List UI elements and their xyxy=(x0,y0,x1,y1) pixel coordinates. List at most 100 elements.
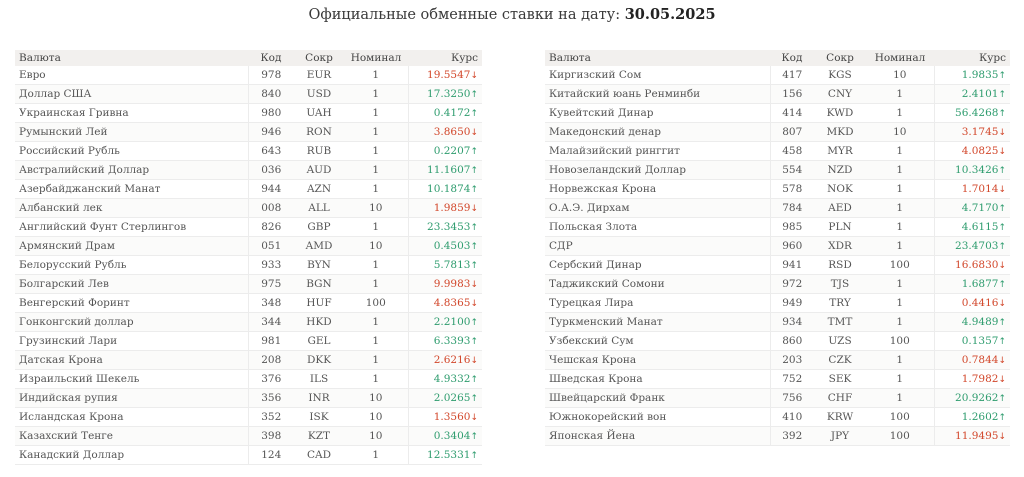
currency-name-cell: Македонский денар xyxy=(545,122,770,142)
currency-code-cell: 840 xyxy=(247,84,294,104)
currency-abbr-cell-text: ALL xyxy=(308,202,330,214)
currency-code-cell-text: 578 xyxy=(782,183,803,195)
currency-abbr-cell-text: EUR xyxy=(306,69,332,81)
currency-code-cell: 414 xyxy=(769,103,814,123)
currency-rate-cell: 1.7014↓ xyxy=(933,179,1010,199)
currency-code-cell-text: 840 xyxy=(261,88,282,100)
table-row: Азербайджанский Манат 944 AZN 1 10.1874↑ xyxy=(15,179,482,199)
currency-rate-cell: 4.8365↓ xyxy=(407,293,482,313)
currency-rate-cell-text: 0.7844 xyxy=(961,354,999,366)
table-row: Норвежская Крона 578 NOK 1 1.7014↓ xyxy=(545,179,1010,199)
column-header-name[interactable]: Валюта xyxy=(15,50,248,66)
currency-abbr-cell-text: GEL xyxy=(307,335,331,347)
arrow-down-icon: ↓ xyxy=(470,299,478,309)
currency-nominal-cell: 1 xyxy=(344,66,408,85)
currency-code-cell: 208 xyxy=(247,350,294,370)
currency-code-cell-text: 980 xyxy=(261,107,282,119)
currency-nominal-cell: 1 xyxy=(866,312,934,332)
rates-table-right-body: Киргизский Сом 417 KGS 10 1.9835↑ Китайский ю… xyxy=(545,66,1010,446)
column-header-abbr[interactable]: Сокр xyxy=(814,50,866,66)
currency-abbr-cell: INR xyxy=(294,388,344,408)
currency-abbr-cell-text: NOK xyxy=(827,183,853,195)
arrow-up-icon: ↑ xyxy=(470,394,478,404)
table-row: Казахский Тенге 398 KZT 10 0.3404↑ xyxy=(15,426,482,446)
currency-rate-cell: 2.2100↑ xyxy=(407,312,482,332)
currency-abbr-cell-text: KGS xyxy=(828,69,852,81)
table-row: Узбекский Сум 860 UZS 100 0.1357↑ xyxy=(545,331,1010,351)
column-header-rate[interactable]: Курс xyxy=(408,50,482,66)
table-row: Австралийский Доллар 036 AUD 1 11.1607↑ xyxy=(15,160,482,180)
currency-nominal-cell-text: 10 xyxy=(369,240,383,252)
column-header-abbr[interactable]: Сокр xyxy=(294,50,344,66)
currency-name-cell-text: О.А.Э. Дирхам xyxy=(549,202,630,214)
currency-code-cell-text: 356 xyxy=(261,392,282,404)
currency-nominal-cell-text: 10 xyxy=(893,126,907,138)
table-row: Турецкая Лира 949 TRY 1 0.4416↓ xyxy=(545,293,1010,313)
currency-code-cell: 554 xyxy=(769,160,814,180)
column-header-code[interactable]: Код xyxy=(248,50,294,66)
currency-nominal-cell: 1 xyxy=(344,103,408,123)
currency-code-cell: 156 xyxy=(769,84,814,104)
currency-name-cell: Китайский юань Ренминби xyxy=(545,84,770,104)
currency-nominal-cell: 1 xyxy=(866,274,934,294)
currency-name-cell: Евро xyxy=(15,66,248,85)
currency-rate-cell: 1.2602↑ xyxy=(933,407,1010,427)
arrow-down-icon: ↓ xyxy=(470,413,478,423)
table-header-row: Валюта Код Сокр Номинал Курс xyxy=(15,50,482,66)
table-row: Армянский Драм 051 AMD 10 0.4503↑ xyxy=(15,236,482,256)
currency-name-cell: Канадский Доллар xyxy=(15,445,248,465)
currency-code-cell-text: 978 xyxy=(261,69,282,81)
arrow-up-icon: ↑ xyxy=(998,394,1006,404)
currency-rate-cell: 2.0265↑ xyxy=(407,388,482,408)
arrow-down-icon: ↓ xyxy=(470,356,478,366)
arrow-up-icon: ↑ xyxy=(470,109,478,119)
currency-abbr-cell-text: ILS xyxy=(309,373,329,385)
column-header-rate[interactable]: Курс xyxy=(934,50,1010,66)
currency-code-cell: 008 xyxy=(247,198,294,218)
currency-code-cell: 410 xyxy=(769,407,814,427)
currency-rate-cell: 1.7982↓ xyxy=(933,369,1010,389)
table-row: Чешская Крона 203 CZK 1 0.7844↓ xyxy=(545,350,1010,370)
column-header-nominal[interactable]: Номинал xyxy=(866,50,934,66)
currency-abbr-cell-text: RON xyxy=(306,126,332,138)
table-row: Английский Фунт Стерлингов 826 GBP 1 23.3453… xyxy=(15,217,482,237)
currency-abbr-cell-text: USD xyxy=(306,88,332,100)
currency-code-cell-text: 203 xyxy=(782,354,803,366)
currency-nominal-cell: 1 xyxy=(344,274,408,294)
currency-nominal-cell: 1 xyxy=(866,293,934,313)
currency-abbr-cell-text: HKD xyxy=(306,316,332,328)
currency-abbr-cell: CHF xyxy=(814,388,866,408)
currency-code-cell: 051 xyxy=(247,236,294,256)
currency-code-cell-text: 933 xyxy=(261,259,282,271)
currency-name-cell: Киргизский Сом xyxy=(545,66,770,85)
column-header-nominal[interactable]: Номинал xyxy=(344,50,408,66)
currency-nominal-cell: 1 xyxy=(344,141,408,161)
currency-nominal-cell: 10 xyxy=(344,426,408,446)
currency-name-cell-text: Доллар США xyxy=(19,88,92,100)
currency-name-cell: Узбекский Сум xyxy=(545,331,770,351)
currency-code-cell-text: 036 xyxy=(261,164,282,176)
currency-abbr-cell: CZK xyxy=(814,350,866,370)
currency-name-cell: Кувейтский Динар xyxy=(545,103,770,123)
column-header-code[interactable]: Код xyxy=(770,50,814,66)
currency-abbr-cell-text: RUB xyxy=(306,145,332,157)
currency-nominal-cell-text: 1 xyxy=(896,297,904,309)
currency-abbr-cell: ALL xyxy=(294,198,344,218)
currency-nominal-cell-text: 100 xyxy=(889,430,910,442)
currency-rate-cell-text: 9.9983 xyxy=(433,278,471,290)
arrow-up-icon: ↑ xyxy=(470,261,478,271)
currency-abbr-cell: ILS xyxy=(294,369,344,389)
column-header-name[interactable]: Валюта xyxy=(545,50,770,66)
currency-abbr-cell-text: KWD xyxy=(826,107,854,119)
currency-abbr-cell-text: CNY xyxy=(827,88,853,100)
currency-rate-cell: 1.9859↓ xyxy=(407,198,482,218)
currency-abbr-cell-text: AUD xyxy=(306,164,332,176)
currency-code-cell: 941 xyxy=(769,255,814,275)
currency-name-cell: Таджикский Сомони xyxy=(545,274,770,294)
currency-code-cell-text: 860 xyxy=(782,335,803,347)
arrow-up-icon: ↑ xyxy=(998,318,1006,328)
currency-name-cell-text: Белорусский Рубль xyxy=(19,259,127,271)
table-row: Польская Злота 985 PLN 1 4.6115↑ xyxy=(545,217,1010,237)
currency-code-cell-text: 985 xyxy=(782,221,803,233)
currency-abbr-cell-text: HUF xyxy=(306,297,332,309)
